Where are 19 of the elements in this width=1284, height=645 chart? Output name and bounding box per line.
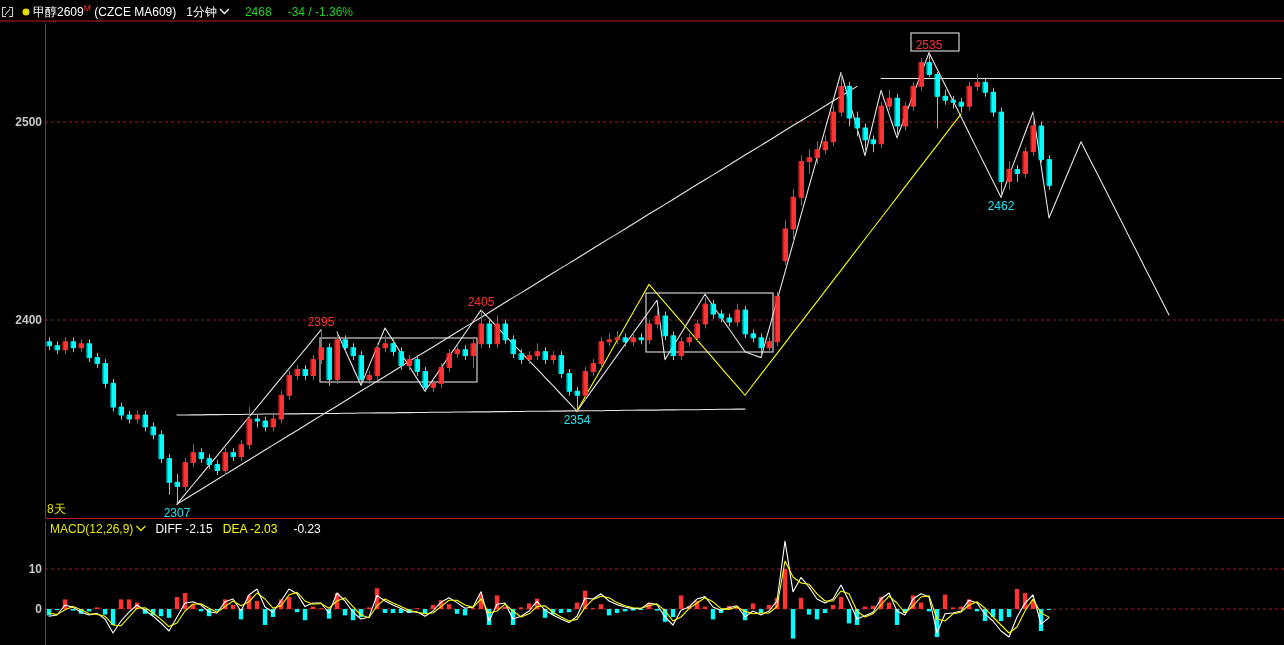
y-tick-label: 2500 xyxy=(15,115,43,130)
y-tick-label: 2400 xyxy=(15,313,43,328)
annotation: 2462 xyxy=(987,199,1015,214)
text: -34 / -1.36% xyxy=(287,5,354,19)
y-tick-label: 10 xyxy=(28,562,43,577)
annotation: 2354 xyxy=(563,413,591,428)
annotation: 2307 xyxy=(163,506,191,521)
chart-title: MACD(12,26,9) xyxy=(50,522,134,536)
text: DIFF -2.15 xyxy=(155,522,214,536)
chart-subtitle: 1分钟 xyxy=(186,5,217,19)
text: DEA -2.03 xyxy=(222,522,278,536)
annotation: 2535 xyxy=(915,37,943,52)
y-tick-label: 0 xyxy=(35,602,43,617)
text: 2468 xyxy=(244,5,272,19)
annotation: -0.23 xyxy=(293,522,322,536)
chart-title: 甲醇2609$^{M}$ (CZCE MA609) xyxy=(33,3,177,19)
annotation: 2405 xyxy=(467,295,495,310)
annotation: 8天 xyxy=(47,502,66,516)
annotation: 2395 xyxy=(307,314,335,329)
